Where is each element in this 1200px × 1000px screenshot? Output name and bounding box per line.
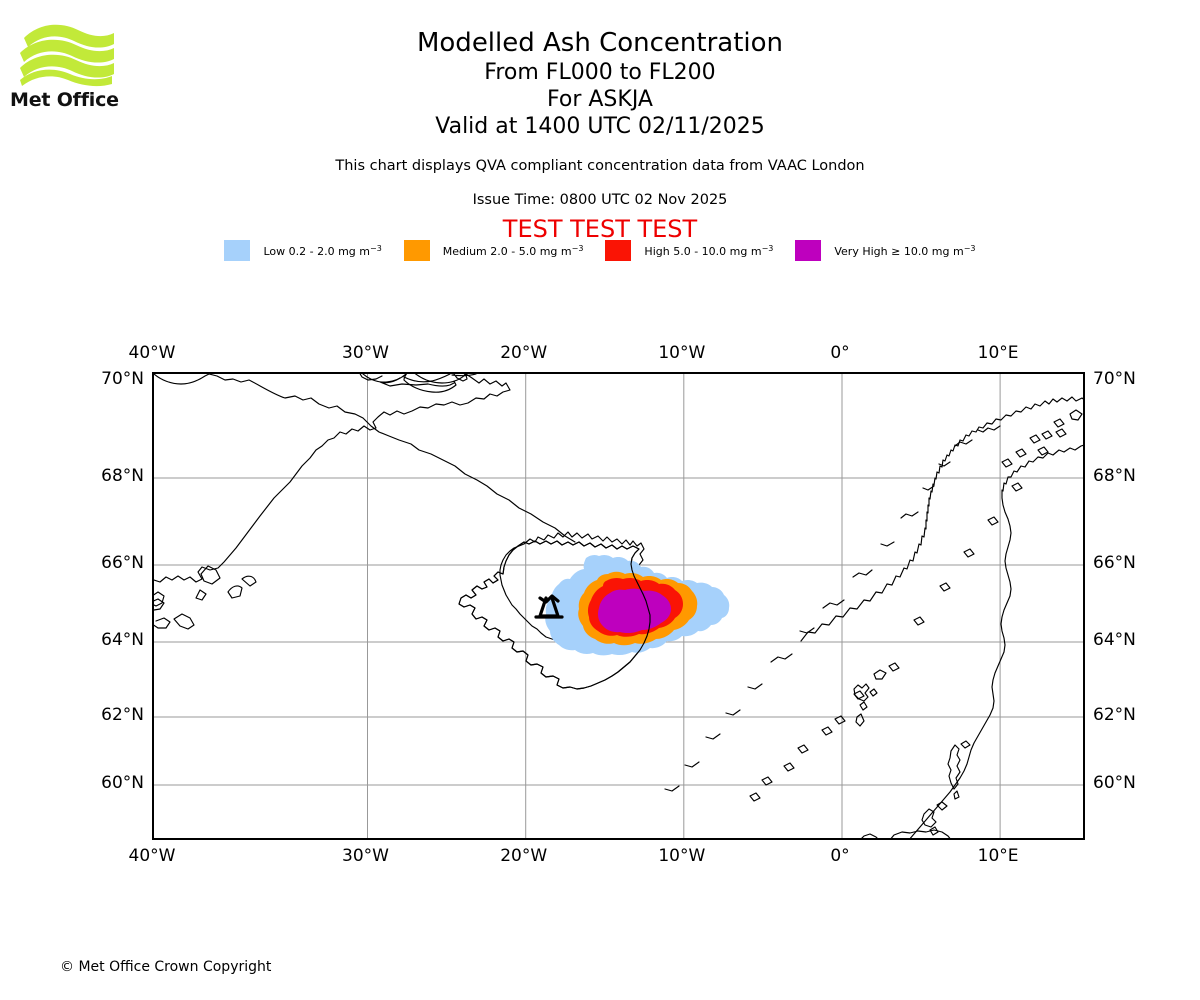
title-block: Modelled Ash Concentration From FL000 to…	[0, 28, 1200, 140]
legend-label-high: High 5.0 - 10.0 mg m−3	[644, 243, 774, 258]
lon-tick-top-10E: 10°E	[977, 343, 1019, 363]
lon-tick-bottom-30W: 30°W	[342, 846, 389, 866]
legend-swatch-medium-icon	[403, 240, 430, 261]
test-banner-block: TEST TEST TEST	[0, 215, 1200, 243]
lat-tick-right-66N: 66°N	[1093, 553, 1136, 573]
lon-tick-top-10W: 10°W	[658, 343, 706, 363]
lon-tick-bottom-0: 0°	[830, 846, 850, 866]
coastline-norway-outer	[909, 444, 1083, 838]
ash-contour-very-high	[598, 588, 671, 634]
legend-label-medium: Medium 2.0 - 5.0 mg m−3	[442, 243, 584, 258]
lon-tick-bottom-10W: 10°W	[658, 846, 706, 866]
subtitle-text: This chart displays QVA compliant concen…	[335, 158, 865, 174]
title-valid-time: Valid at 1400 UTC 02/11/2025	[435, 114, 765, 139]
issue-time-block: Issue Time: 0800 UTC 02 Nov 2025	[0, 191, 1200, 210]
lat-tick-right-60N: 60°N	[1093, 773, 1136, 793]
lat-tick-right-64N: 64°N	[1093, 630, 1136, 650]
legend-entry-very-high: Very High ≥ 10.0 mg m−3	[795, 240, 976, 261]
lon-tick-top-40W: 40°W	[128, 343, 176, 363]
coastline-shetland	[947, 740, 971, 800]
map-canvas	[154, 374, 1083, 838]
legend-entry-medium: Medium 2.0 - 5.0 mg m−3	[403, 240, 584, 261]
coastline-scotland	[861, 829, 951, 838]
lon-tick-bottom-40W: 40°W	[128, 846, 176, 866]
lat-tick-left-70N: 70°N	[101, 369, 144, 389]
lon-tick-bottom-10E: 10°E	[977, 846, 1019, 866]
legend-label-low: Low 0.2 - 2.0 mg m−3	[263, 243, 382, 258]
coastline-norway-islands	[749, 428, 1067, 802]
lat-tick-left-62N: 62°N	[101, 705, 144, 725]
lon-tick-top-30W: 30°W	[342, 343, 389, 363]
volcano-symbol-icon	[534, 594, 564, 619]
lon-tick-bottom-20W: 20°W	[500, 846, 548, 866]
coastline-norway-fjords	[664, 425, 1001, 792]
legend-entry-low: Low 0.2 - 2.0 mg m−3	[224, 240, 382, 261]
lat-tick-left-66N: 66°N	[101, 553, 144, 573]
coastline-greenland	[154, 374, 477, 630]
lon-tick-top-0: 0°	[830, 343, 850, 363]
wave-logo-icon	[20, 24, 114, 87]
logo-wordmark: Met Office	[10, 89, 119, 111]
lat-tick-left-64N: 64°N	[101, 630, 144, 650]
test-banner: TEST TEST TEST	[502, 215, 698, 243]
legend-swatch-high-icon	[605, 240, 632, 261]
legend-entry-high: High 5.0 - 10.0 mg m−3	[605, 240, 773, 261]
lat-tick-right-68N: 68°N	[1093, 466, 1136, 486]
coastline-greenland-main	[154, 374, 576, 543]
lat-tick-left-60N: 60°N	[101, 773, 144, 793]
lat-tick-right-62N: 62°N	[1093, 705, 1136, 725]
met-office-logo: Met Office	[10, 18, 122, 114]
title-flight-levels: From FL000 to FL200	[484, 60, 716, 85]
coastline-faroe	[853, 683, 878, 727]
coastline-greenland-se	[154, 374, 511, 607]
legend-label-very-high: Very High ≥ 10.0 mg m−3	[834, 243, 976, 258]
ash-concentration-map: 40°W 30°W 20°W 10°W 0° 10°E 40°W 30°W 20…	[101, 343, 1136, 866]
coastline-norway	[800, 396, 1083, 642]
ash-plume	[545, 554, 730, 656]
lat-tick-left-68N: 68°N	[101, 466, 144, 486]
page-title: Modelled Ash Concentration	[416, 28, 784, 58]
legend-swatch-low-icon	[224, 240, 251, 261]
copyright-footer: © Met Office Crown Copyright	[60, 959, 272, 975]
issue-time-text: Issue Time: 0800 UTC 02 Nov 2025	[472, 192, 728, 208]
map-frame	[152, 372, 1085, 840]
lat-tick-right-70N: 70°N	[1093, 369, 1136, 389]
title-volcano: For ASKJA	[547, 87, 653, 112]
coastline-iceland-overlay	[458, 540, 651, 690]
coastline-lofoten	[1001, 409, 1083, 468]
lon-tick-top-20W: 20°W	[500, 343, 548, 363]
concentration-legend: Low 0.2 - 2.0 mg m−3 Medium 2.0 - 5.0 mg…	[0, 240, 1200, 261]
legend-swatch-very-high-icon	[795, 240, 822, 261]
subtitle-block: This chart displays QVA compliant concen…	[0, 157, 1200, 176]
